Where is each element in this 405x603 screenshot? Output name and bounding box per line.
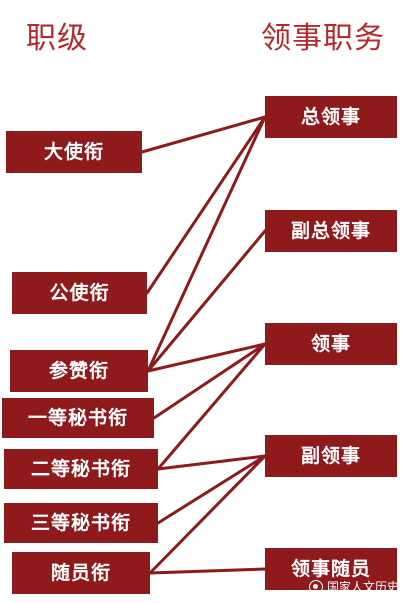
connector-counsellor-to-consul — [146, 342, 267, 373]
connector-second-secretary-to-vice-consul — [156, 454, 267, 471]
post-box-consular-attache: 领事随员 — [265, 548, 397, 590]
rank-box-second-secretary: 二等秘书衔 — [4, 449, 158, 489]
posts-heading: 领事职务 — [261, 21, 385, 56]
rank-box-minister: 公使衔 — [12, 272, 147, 314]
rank-box-first-secretary: 一等秘书衔 — [2, 398, 154, 438]
rank-box-attache: 随员衔 — [12, 552, 150, 594]
watermark-text: 国家人文历史 — [326, 580, 399, 594]
connector-ambassador-to-consul-general — [140, 115, 267, 154]
connector-attache-to-vice-consul — [148, 454, 267, 575]
wechat-account-icon — [308, 579, 323, 594]
connector-counsellor-to-consul-general — [146, 115, 267, 373]
connector-first-secretary-to-consul — [152, 342, 267, 420]
rank-box-counsellor: 参赞衔 — [10, 350, 148, 392]
post-box-consul-general: 总领事 — [265, 96, 397, 138]
post-box-deputy-consul-general: 副总领事 — [265, 210, 397, 252]
connector-counsellor-to-deputy-consul-general — [146, 229, 267, 373]
connector-second-secretary-to-consul — [156, 342, 267, 471]
post-box-vice-consul: 副领事 — [265, 435, 397, 477]
connector-third-secretary-to-vice-consul — [156, 454, 267, 525]
rank-box-ambassador: 大使衔 — [6, 131, 142, 173]
rank-box-third-secretary: 三等秘书衔 — [4, 503, 158, 543]
watermark: 国家人文历史 — [308, 578, 399, 595]
connector-minister-to-consul-general — [145, 115, 267, 295]
ranks-heading: 职级 — [26, 21, 88, 56]
connector-attache-to-consular-attache — [148, 567, 267, 575]
post-box-consul: 领事 — [265, 323, 397, 365]
